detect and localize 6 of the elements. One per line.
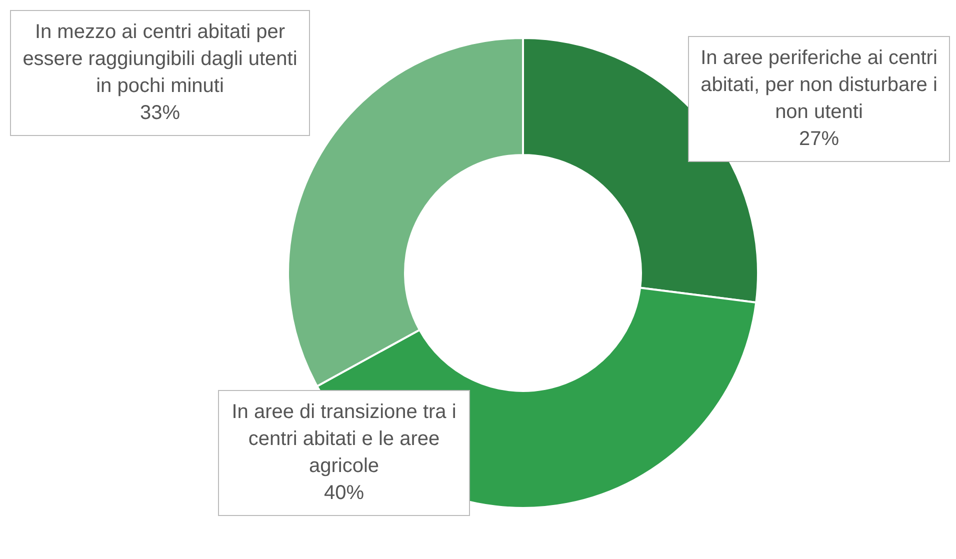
slice-label: In mezzo ai centri abitati per essere raggiungibili dagli utenti in pochi minuti	[22, 20, 298, 99]
data-label: 40%	[322, 481, 366, 506]
data-label: 33%	[138, 101, 182, 126]
slice-label: In aree di transizione tra i centri abitati e le aree agricole	[230, 400, 458, 479]
slice-label: In aree periferiche ai centri abitati, per non disturbare i non utenti	[700, 46, 938, 125]
data-label: 27%	[798, 127, 840, 152]
